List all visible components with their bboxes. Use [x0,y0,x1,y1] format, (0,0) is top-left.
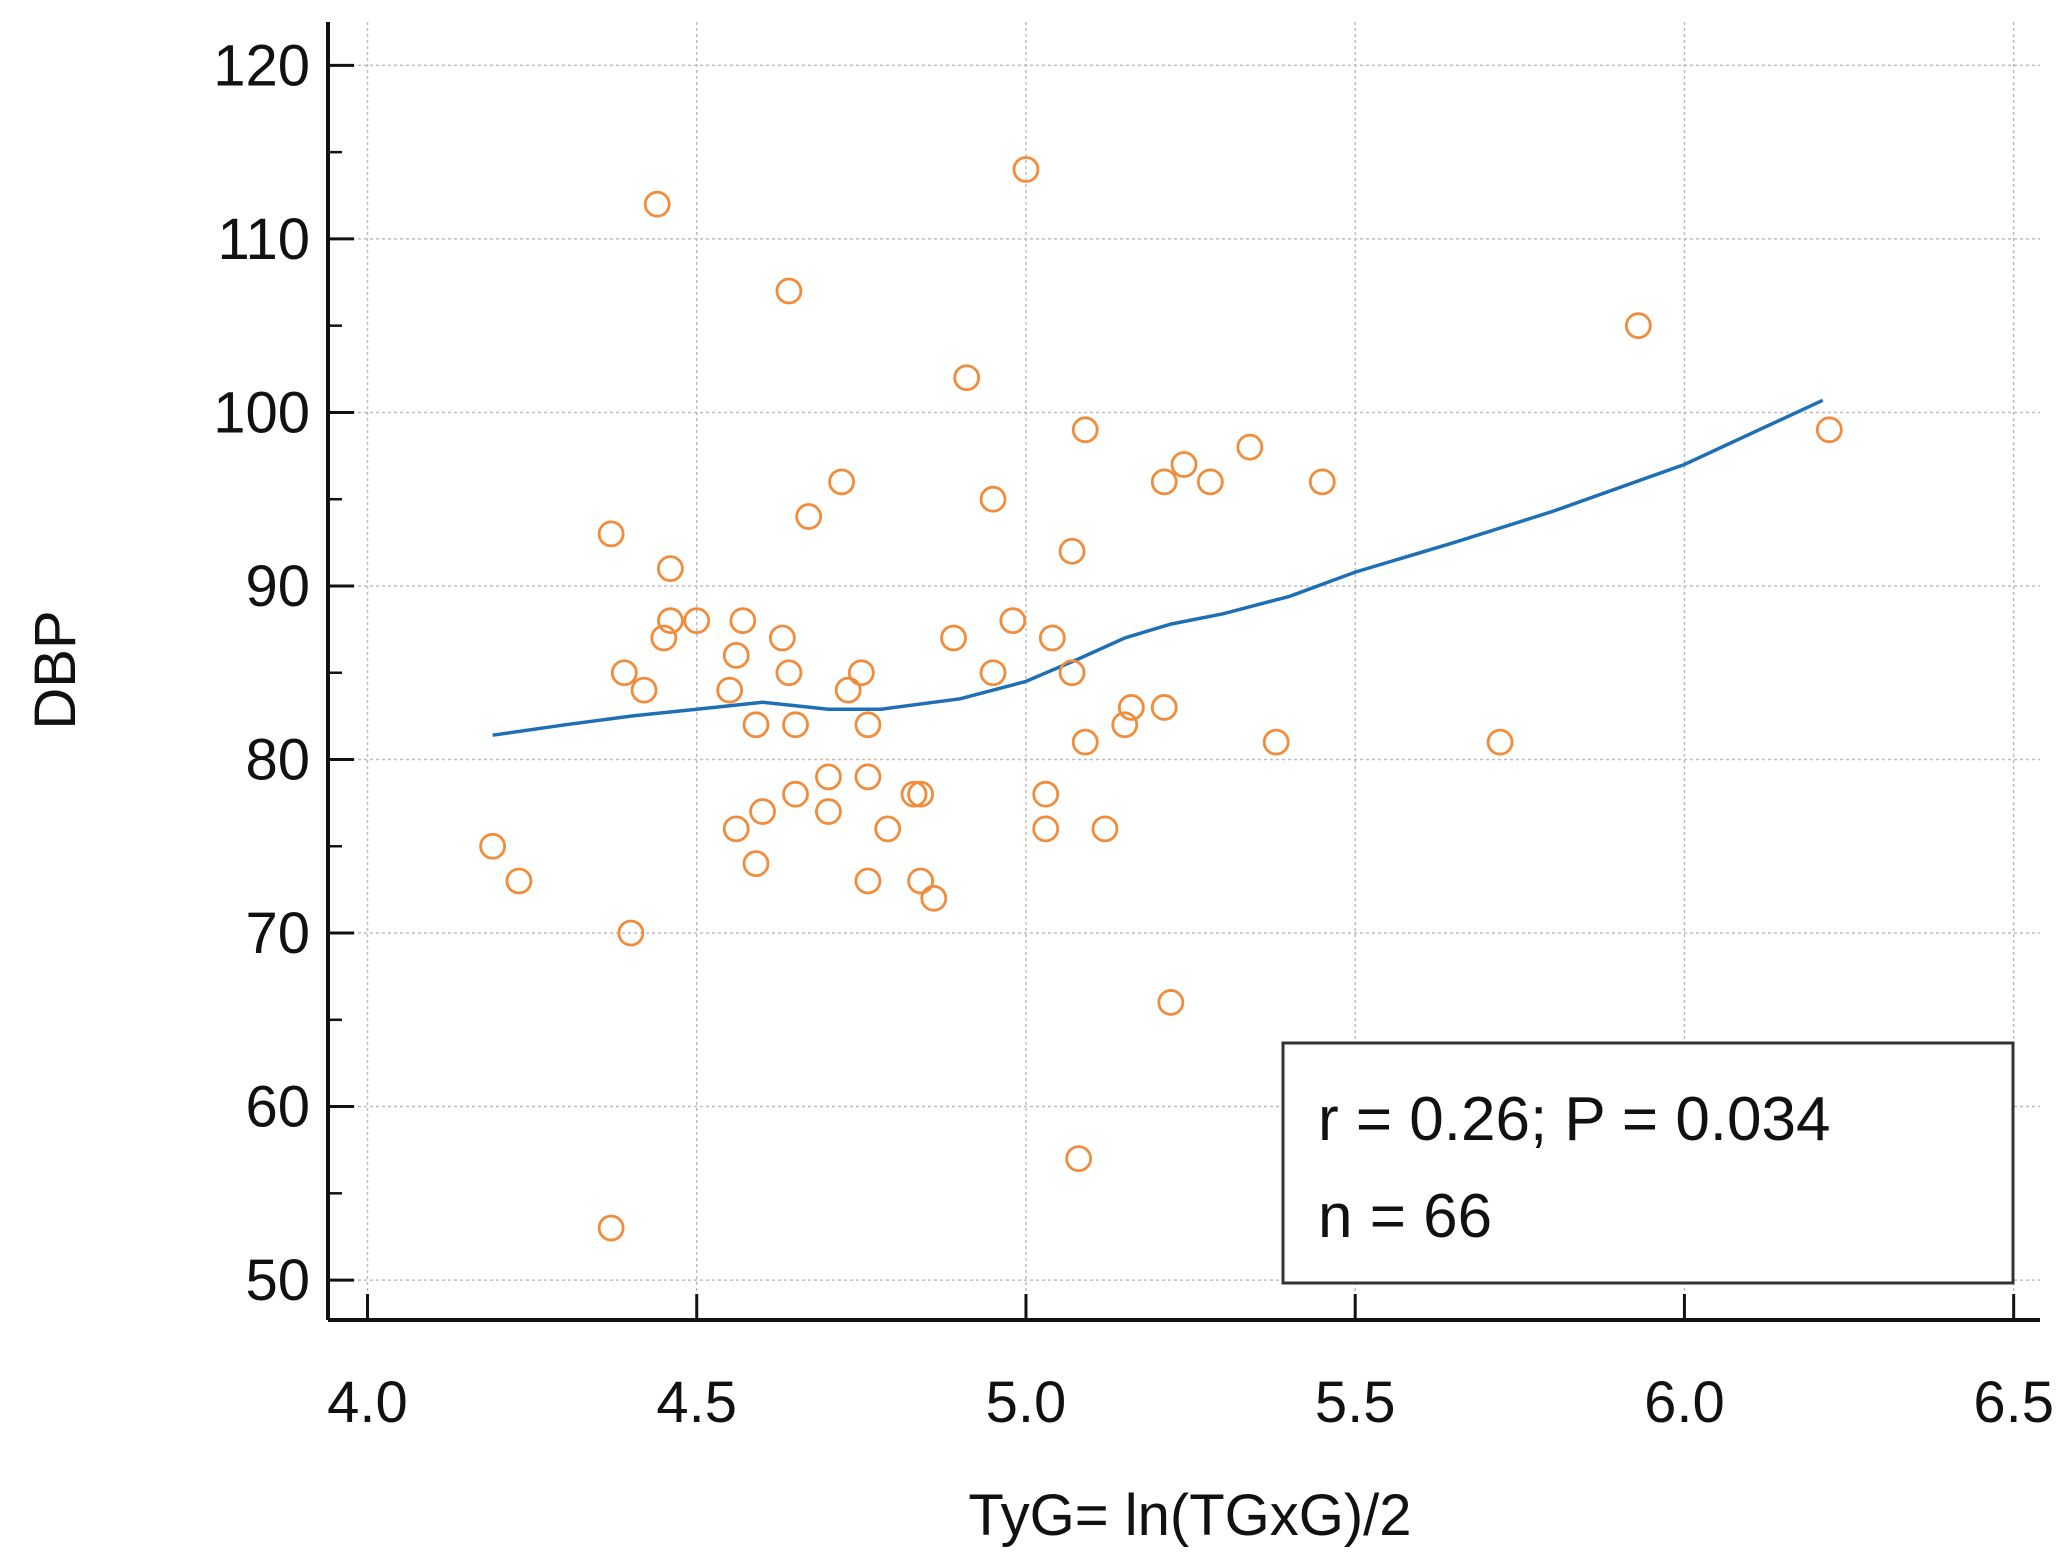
data-point [610,659,638,687]
data-point [834,676,862,704]
data-point [920,884,948,912]
data-points [479,156,1843,1242]
data-point [683,607,711,635]
data-point [1150,694,1178,721]
tick-labels: 50 60 70 80 90 100 110 120 4.0 4.5 5.0 5.5 6.0 6.5 [213,33,2054,1435]
data-point [828,468,855,496]
y-tick-label: 60 [245,1075,310,1140]
data-point [1308,468,1336,496]
data-point [1071,416,1099,444]
y-tick-label: 80 [245,728,310,793]
data-point [782,780,809,808]
data-point [1032,815,1060,843]
data-point [597,520,625,548]
data-point [900,780,928,808]
data-point [775,277,803,305]
data-point [597,1214,625,1242]
annotation-n: n = 66 [1318,1182,1492,1251]
data-point [657,555,684,583]
data-point [1170,451,1198,478]
x-tick-label: 6.0 [1644,1370,1725,1435]
data-point [729,607,757,635]
data-point [657,607,684,635]
data-point [749,798,776,825]
x-tick-label: 5.5 [1315,1370,1396,1435]
data-point [999,607,1027,635]
y-axis-title: DBP [23,610,88,729]
y-tick-label: 90 [245,554,310,619]
data-point [1012,156,1040,183]
data-point [815,798,842,825]
data-point [722,641,750,669]
x-tick-label: 4.5 [656,1370,737,1435]
data-point [782,711,809,739]
data-point [795,503,823,530]
data-point [1236,433,1264,461]
data-point [768,624,796,652]
data-point [854,763,882,791]
data-point [874,815,902,843]
data-point [1058,537,1086,565]
data-point [1815,416,1843,444]
data-point [854,711,882,739]
y-tick-label: 110 [218,207,310,272]
data-point [479,832,507,860]
data-point [775,659,803,687]
y-tick-label: 70 [245,901,310,966]
data-point [1624,312,1652,340]
fit-line [492,398,1824,737]
data-point [1032,780,1060,808]
data-point [617,919,645,947]
axes [326,22,2040,1322]
data-point [1157,989,1185,1016]
grid-lines [328,22,2040,1320]
data-point [815,763,842,791]
annotation-box: r = 0.26; P = 0.034 n = 66 [1281,1041,2015,1285]
data-point [979,659,1007,687]
data-point [940,624,967,652]
data-point [1058,659,1086,687]
data-point [630,676,658,704]
y-tick-label: 120 [213,33,310,98]
data-point [1065,1145,1093,1173]
data-point [505,867,533,895]
x-tick-label: 5.0 [986,1370,1067,1435]
data-point [1486,728,1514,756]
fit-line-group [492,398,1824,737]
data-point [1111,711,1139,739]
data-point [742,711,770,739]
annotation-stats: r = 0.26; P = 0.034 [1318,1085,1830,1154]
data-point [650,624,678,652]
data-point [722,815,750,843]
x-tick-label: 4.0 [327,1370,408,1435]
x-axis-title: TyG= ln(TGxG)/2 [968,1483,1411,1548]
data-point [1038,624,1066,652]
data-point [716,676,744,704]
data-point [1071,728,1099,756]
data-point [1117,694,1145,721]
data-point [1150,468,1178,496]
data-point [979,485,1007,513]
data-point [953,364,981,392]
data-point [1091,815,1119,843]
data-point [1262,728,1290,756]
y-tick-label: 50 [245,1248,310,1313]
data-point [1196,468,1224,496]
data-point [854,867,882,895]
data-point [907,867,935,895]
data-point [742,850,770,878]
data-point [907,780,935,808]
data-point [643,190,671,218]
y-tick-label: 100 [213,380,310,445]
data-point [847,659,875,687]
x-tick-label: 6.5 [1973,1370,2054,1435]
